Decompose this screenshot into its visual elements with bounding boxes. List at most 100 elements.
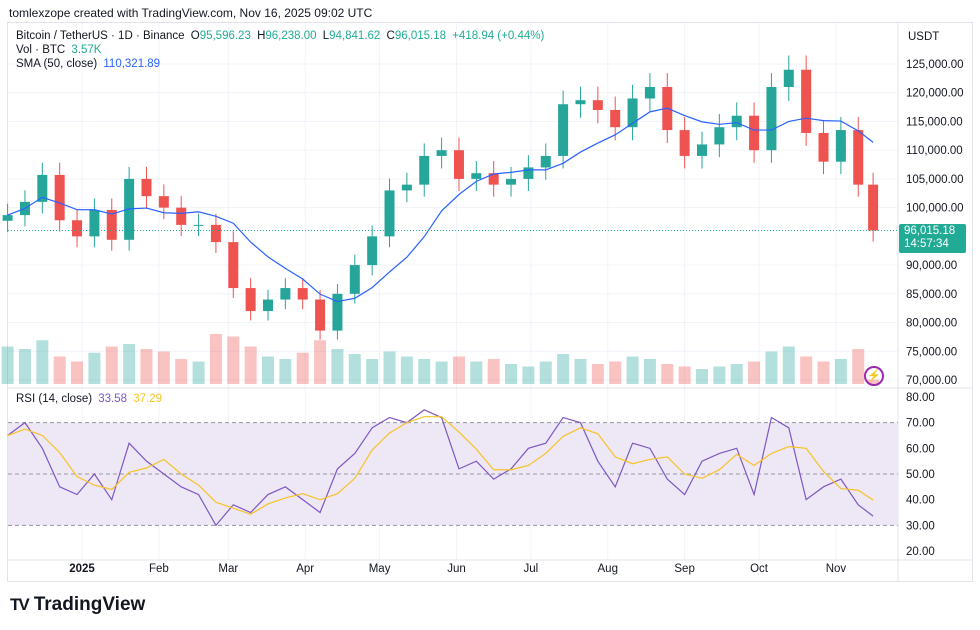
time-tick-label: Apr bbox=[296, 563, 314, 575]
price-tick-label: 100,000.00 bbox=[906, 203, 964, 215]
price-tick-label: 85,000.00 bbox=[906, 289, 957, 301]
candle-body bbox=[176, 207, 187, 225]
volume-bar bbox=[678, 366, 691, 384]
candle-body bbox=[367, 236, 378, 266]
last-price-value: 96,015.18 bbox=[904, 225, 956, 237]
volume-bar bbox=[383, 351, 396, 384]
candle-body bbox=[263, 299, 273, 312]
rsi-tick-label: 60.00 bbox=[906, 443, 935, 455]
candle-body bbox=[453, 150, 464, 179]
candle-body bbox=[228, 242, 239, 289]
time-tick-label: May bbox=[369, 563, 391, 575]
rsi-tick-label: 50.00 bbox=[906, 469, 935, 481]
volume-bar bbox=[539, 361, 552, 384]
volume-bar bbox=[591, 364, 604, 384]
time-tick-label: Sep bbox=[674, 563, 694, 575]
candle-body bbox=[54, 174, 65, 221]
price-tick-label: 120,000.00 bbox=[906, 88, 964, 100]
volume-bar bbox=[314, 340, 327, 384]
volume-bar bbox=[244, 346, 257, 384]
volume-value: 3.57K bbox=[71, 44, 102, 56]
candle-body bbox=[158, 196, 169, 208]
volume-bar bbox=[366, 359, 379, 384]
candle-body bbox=[89, 209, 100, 237]
candle-body bbox=[575, 100, 586, 105]
candle-body bbox=[297, 288, 308, 300]
candle-body bbox=[106, 209, 117, 240]
volume-bar bbox=[400, 356, 413, 384]
price-tick-label: 75,000.00 bbox=[906, 346, 957, 358]
volume-bar bbox=[227, 336, 240, 384]
volume-bar bbox=[817, 361, 830, 384]
candle-body bbox=[749, 115, 760, 151]
volume-bar bbox=[852, 349, 865, 384]
volume-bar bbox=[487, 359, 500, 384]
close-value: 96,015.18 bbox=[394, 30, 447, 42]
candle-body bbox=[419, 155, 430, 185]
tradingview-logo[interactable]: TV TradingView bbox=[10, 594, 145, 616]
volume-bar bbox=[157, 351, 170, 384]
volume-bar bbox=[279, 359, 292, 384]
price-tick-label: 125,000.00 bbox=[906, 59, 964, 71]
volume-bar bbox=[626, 356, 639, 384]
volume-bar bbox=[696, 369, 708, 384]
candle-body bbox=[384, 190, 395, 237]
candle-body bbox=[2, 215, 13, 221]
volume-bar bbox=[452, 356, 465, 384]
price-tick-label: 115,000.00 bbox=[906, 116, 963, 128]
candle-body bbox=[540, 155, 551, 168]
candle-body bbox=[315, 299, 326, 331]
candle-body bbox=[835, 130, 846, 162]
rsi-label: RSI (14, close) bbox=[16, 393, 93, 405]
volume-bar bbox=[661, 364, 674, 384]
volume-bar bbox=[348, 354, 361, 384]
candle-body bbox=[714, 127, 725, 145]
time-tick-label: Mar bbox=[218, 563, 238, 575]
price-tick-label: 70,000.00 bbox=[906, 375, 957, 387]
price-tick-label: 110,000.00 bbox=[906, 145, 963, 157]
volume-bar bbox=[123, 344, 136, 384]
high-value: 96,238.00 bbox=[265, 30, 317, 42]
volume-legend[interactable]: Vol · BTC 3.57K bbox=[16, 44, 104, 56]
candle-body bbox=[332, 293, 343, 331]
candle-body bbox=[401, 184, 412, 191]
candle-body bbox=[610, 109, 621, 128]
symbol-name: Bitcoin / TetherUS · 1D · Binance bbox=[16, 30, 185, 42]
candle-body bbox=[679, 130, 690, 156]
candle-body bbox=[801, 69, 812, 133]
candle-body bbox=[783, 69, 794, 87]
volume-bar bbox=[557, 354, 570, 384]
symbol-legend[interactable]: Bitcoin / TetherUS · 1D · Binance O95,59… bbox=[16, 30, 547, 42]
candle-body bbox=[644, 86, 655, 99]
candle-body bbox=[868, 184, 879, 231]
change-value: +418.94 (+0.44%) bbox=[452, 30, 545, 42]
tradingview-logo-icon: TV bbox=[10, 595, 30, 614]
volume-bar bbox=[71, 361, 84, 384]
candle-body bbox=[853, 130, 864, 185]
candle-body bbox=[245, 288, 256, 312]
last-price-tag: 96,015.18 14:57:34 bbox=[899, 224, 966, 253]
candle-body bbox=[72, 220, 83, 237]
volume-bar bbox=[609, 361, 622, 384]
sma-legend[interactable]: SMA (50, close) 110,321.89 bbox=[16, 58, 163, 70]
candle-body bbox=[37, 174, 48, 202]
currency-label[interactable]: USDT bbox=[908, 31, 940, 43]
time-tick-label: Oct bbox=[750, 563, 769, 575]
volume-bar bbox=[18, 349, 31, 384]
alert-lightning-icon[interactable]: ⚡ bbox=[864, 366, 884, 386]
volume-bar bbox=[175, 359, 188, 384]
candle-body bbox=[349, 265, 360, 294]
volume-bar bbox=[782, 346, 795, 384]
time-tick-label: Jul bbox=[524, 563, 539, 575]
candle-body bbox=[436, 150, 447, 156]
price-tick-label: 105,000.00 bbox=[906, 174, 964, 186]
volume-bar bbox=[800, 356, 813, 384]
time-tick-label: Jun bbox=[447, 563, 466, 575]
rsi-legend[interactable]: RSI (14, close) 33.58 37.29 bbox=[16, 393, 165, 405]
rsi-tick-label: 40.00 bbox=[906, 495, 935, 507]
low-value: 94,841.62 bbox=[329, 30, 381, 42]
rsi-ma-value: 37.29 bbox=[133, 393, 163, 405]
time-tick-label: 2025 bbox=[69, 563, 95, 575]
open-label: O bbox=[190, 30, 200, 42]
